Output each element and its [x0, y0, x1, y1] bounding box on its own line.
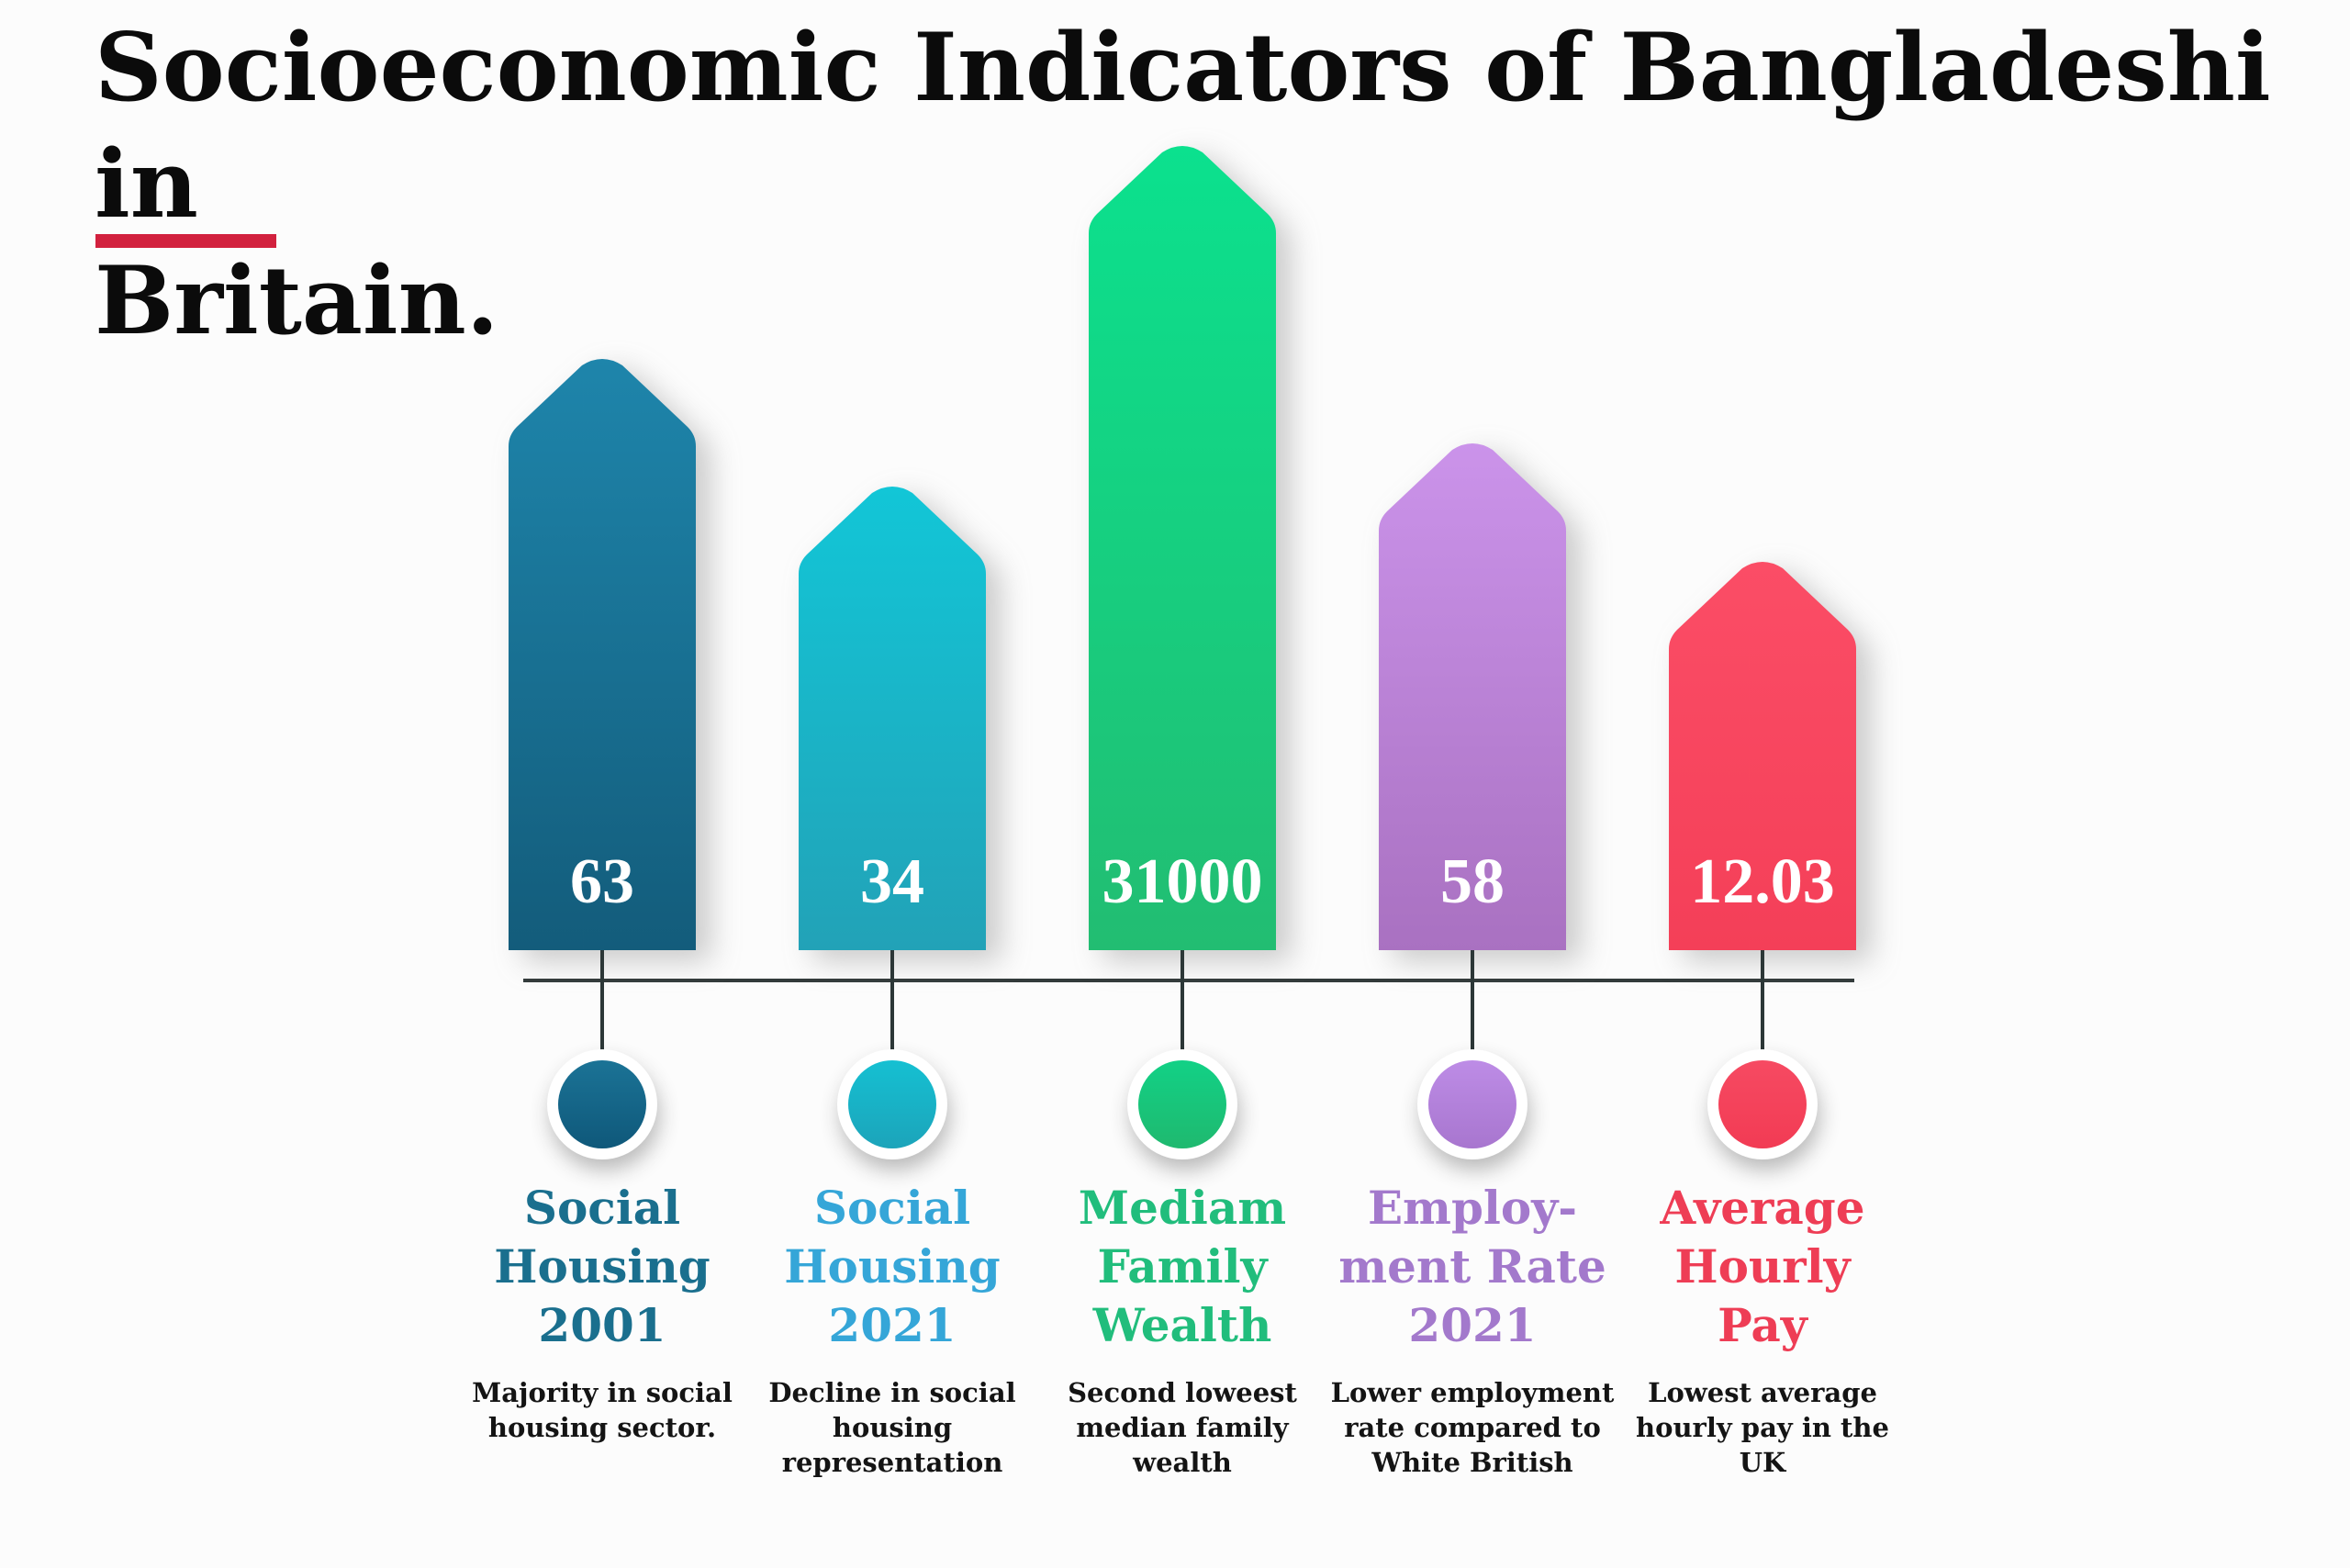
page-title: Socioeconomic Indicators of Bangladeshi … [95, 10, 2298, 360]
category-description-average-hourly-pay: Lowest average hourly pay in the UK [1636, 1377, 1889, 1478]
category-label-social-housing-2001: Social Housing 2001 [494, 1181, 711, 1352]
bar-shape-average-hourly-pay [1669, 562, 1856, 950]
bar-average-hourly-pay [1669, 562, 1856, 950]
dot-average-hourly-pay [1707, 1049, 1818, 1159]
page-title-line-2: Britain. [95, 246, 499, 356]
category-label-social-housing-2021: Social Housing 2021 [784, 1181, 1001, 1352]
dot-fill-average-hourly-pay [1718, 1060, 1807, 1148]
dot-fill-social-housing-2001 [558, 1060, 646, 1148]
dot-fill-employment-rate-2021 [1428, 1060, 1516, 1148]
title-underline-accent [95, 234, 276, 248]
bar-value-median-family-wealth: 31000 [1102, 846, 1263, 917]
connector-line-social-housing-2021 [890, 950, 894, 1055]
category-description-median-family-wealth: Second loweest median family wealth [1068, 1377, 1297, 1478]
bar-shape-median-family-wealth [1089, 146, 1276, 950]
dot-fill-median-family-wealth [1138, 1060, 1226, 1148]
bar-value-average-hourly-pay: 12.03 [1690, 846, 1835, 917]
indicator-column-social-housing-2021: 34 Social Housing 2021 Decline in social h… [745, 0, 1039, 1568]
bar-median-family-wealth [1089, 146, 1276, 950]
dot-employment-rate-2021 [1417, 1049, 1528, 1159]
connector-line-average-hourly-pay [1761, 950, 1764, 1055]
connector-line-employment-rate-2021 [1471, 950, 1474, 1055]
dot-fill-social-housing-2021 [848, 1060, 936, 1148]
bar-value-employment-rate-2021: 58 [1440, 846, 1505, 917]
bar-shape-social-housing-2021 [799, 487, 986, 950]
category-label-employment-rate-2021: Employ- ment Rate 2021 [1338, 1181, 1606, 1352]
category-description-social-housing-2021: Decline in social housing representation [768, 1377, 1016, 1478]
page-title-line-1: Socioeconomic Indicators of Bangladeshi … [95, 13, 2271, 240]
bar-shape-employment-rate-2021 [1379, 443, 1566, 950]
indicator-column-social-housing-2001: 63 Social Housing 2001 Majority in social … [455, 0, 749, 1568]
bar-social-housing-2001 [509, 359, 696, 950]
category-label-average-hourly-pay: Average Hourly Pay [1660, 1181, 1865, 1352]
category-label-median-family-wealth: Mediam Family Wealth [1078, 1181, 1287, 1352]
indicator-column-employment-rate-2021: 58 Employ- ment Rate 2021 Lower employment… [1326, 0, 1619, 1568]
connector-line-median-family-wealth [1181, 950, 1184, 1055]
bar-social-housing-2021 [799, 487, 986, 950]
bar-employment-rate-2021 [1379, 443, 1566, 950]
indicator-column-average-hourly-pay: 12.03 Average Hourly Pay Lowest average ho… [1616, 0, 1909, 1568]
indicator-column-median-family-wealth: 31000 Mediam Family Wealth Second loweest … [1035, 0, 1329, 1568]
dot-median-family-wealth [1127, 1049, 1237, 1159]
dot-social-housing-2001 [547, 1049, 657, 1159]
dot-social-housing-2021 [837, 1049, 947, 1159]
category-description-employment-rate-2021: Lower employment rate compared to White … [1330, 1377, 1615, 1478]
bar-value-social-housing-2001: 63 [570, 846, 634, 917]
category-description-social-housing-2001: Majority in social housing sector. [472, 1377, 733, 1443]
bar-shape-social-housing-2001 [509, 359, 696, 950]
bar-value-social-housing-2021: 34 [860, 846, 924, 917]
axis-line [523, 979, 1854, 982]
connector-line-social-housing-2001 [600, 950, 604, 1055]
